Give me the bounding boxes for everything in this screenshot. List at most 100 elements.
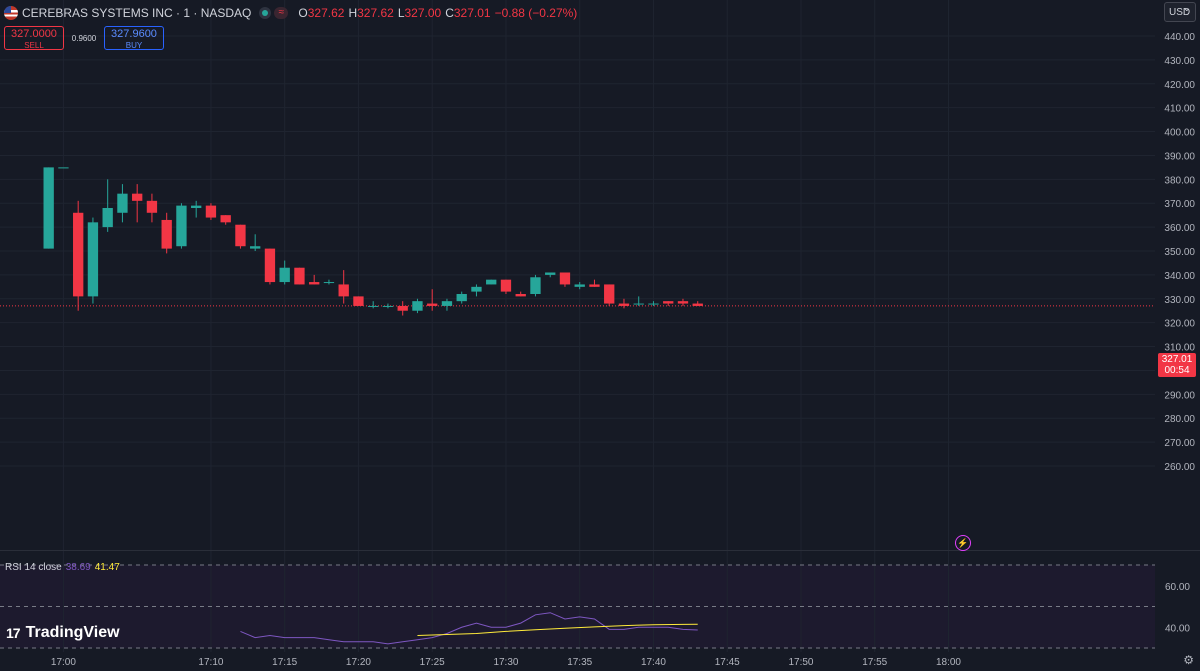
- candle-body: [618, 303, 630, 306]
- market-status-icon[interactable]: [259, 7, 272, 19]
- tradingview-logo-text: TradingView: [25, 624, 120, 641]
- price-tick-label: 390.00: [1164, 151, 1195, 162]
- price-tick-label: 440.00: [1164, 32, 1195, 43]
- candle-body: [663, 301, 674, 304]
- price-tick-label: 280.00: [1164, 414, 1195, 425]
- price-tick-label: 420.00: [1164, 80, 1195, 91]
- low-value: 327.00: [404, 6, 442, 20]
- time-tick-label: 18:00: [936, 657, 961, 668]
- price-tick-label: 310.00: [1164, 343, 1195, 354]
- price-tick-label: 290.00: [1164, 390, 1195, 401]
- candle-body: [633, 303, 644, 305]
- candle-body: [353, 296, 364, 306]
- candle-body: [382, 305, 394, 307]
- candle-body: [205, 205, 217, 218]
- candle-body: [323, 282, 335, 284]
- candle-body: [146, 200, 158, 213]
- open-label: O: [298, 6, 308, 20]
- trade-panel: 327.0000 SELL 0.9600 327.9600 BUY: [4, 26, 164, 50]
- price-tick-label: 350.00: [1164, 247, 1195, 258]
- time-tick-label: 17:55: [862, 657, 887, 668]
- candle-body: [250, 246, 261, 249]
- last-price: 327.01: [1161, 354, 1193, 365]
- candle-body: [456, 294, 467, 302]
- candle-body: [87, 222, 99, 297]
- candle-body: [677, 301, 689, 304]
- price-tick-label: 270.00: [1164, 438, 1195, 449]
- tradingview-logo[interactable]: 17 TradingView: [6, 624, 120, 642]
- candle-body: [368, 305, 379, 307]
- time-tick-label: 17:20: [346, 657, 371, 668]
- rsi-legend[interactable]: RSI 14 close 38.69 41.47: [5, 562, 120, 573]
- candle-body: [264, 248, 276, 283]
- rsi-label: RSI 14 close: [5, 562, 62, 573]
- candle-body: [545, 272, 556, 275]
- candle-body: [692, 303, 703, 306]
- price-tick-label: 380.00: [1164, 175, 1195, 186]
- time-tick-label: 17:00: [51, 657, 76, 668]
- us-flag-icon: [4, 6, 18, 20]
- close-label: C: [445, 6, 454, 20]
- candle-body: [132, 193, 143, 201]
- candle-body: [441, 301, 453, 306]
- candle-body: [73, 212, 84, 297]
- time-tick-label: 17:35: [567, 657, 592, 668]
- rsi-value: 38.69: [65, 562, 91, 573]
- price-tick-label: 370.00: [1164, 199, 1195, 210]
- candle-body: [574, 284, 585, 287]
- candle-body: [604, 284, 615, 304]
- price-tick-label: 410.00: [1164, 104, 1195, 115]
- candle-body: [427, 303, 438, 306]
- lightning-icon[interactable]: ⚡: [955, 535, 971, 551]
- rsi-tick-label: 40.00: [1165, 623, 1190, 634]
- candle-body: [176, 205, 187, 247]
- candle-body: [412, 301, 423, 311]
- time-tick-label: 17:40: [641, 657, 666, 668]
- candle-body: [102, 208, 113, 228]
- candle-body: [559, 272, 571, 285]
- close-value: 327.01: [453, 6, 491, 20]
- candle-body: [43, 167, 54, 249]
- candle-body: [471, 286, 482, 292]
- candle-body: [648, 303, 659, 305]
- buy-button[interactable]: 327.9600 BUY: [104, 26, 164, 50]
- candle-body: [235, 224, 246, 247]
- candle-body: [338, 284, 349, 297]
- symbol-header: CEREBRAS SYSTEMS INC · 1 · NASDAQ ≈ O 327…: [4, 4, 577, 22]
- candle-body: [58, 167, 69, 169]
- approx-badge[interactable]: ≈: [274, 7, 289, 19]
- candle-body: [397, 305, 408, 311]
- sell-button[interactable]: 327.0000 SELL: [4, 26, 64, 50]
- candle-body: [500, 279, 512, 292]
- buy-price: 327.9600: [111, 28, 157, 40]
- tradingview-logo-mark: 17: [6, 625, 21, 641]
- currency-select[interactable]: USD: [1164, 0, 1196, 22]
- time-tick-label: 17:45: [715, 657, 740, 668]
- symbol-title[interactable]: CEREBRAS SYSTEMS INC · 1 · NASDAQ: [22, 6, 252, 20]
- buy-label: BUY: [125, 41, 143, 50]
- candle-body: [294, 267, 305, 285]
- time-tick-label: 17:30: [493, 657, 518, 668]
- rsi-ma-line: [417, 623, 698, 637]
- bar-countdown: 00:54: [1164, 365, 1190, 376]
- change-value: −0.88 (−0.27%): [494, 6, 578, 20]
- candle-body: [220, 215, 231, 223]
- last-price-tag: 327.01 00:54: [1158, 353, 1196, 377]
- price-tick-label: 260.00: [1164, 462, 1195, 473]
- price-tick-label: 340.00: [1164, 271, 1195, 282]
- price-tick-label: 360.00: [1164, 223, 1195, 234]
- candle-body: [589, 284, 600, 287]
- candle-body: [515, 294, 526, 297]
- high-label: H: [348, 6, 358, 20]
- sell-price: 327.0000: [11, 28, 57, 40]
- candle-body: [530, 277, 541, 294]
- candle-body: [486, 279, 497, 285]
- time-tick-label: 17:25: [420, 657, 445, 668]
- time-tick-label: 17:15: [272, 657, 297, 668]
- price-tick-label: 320.00: [1164, 319, 1195, 330]
- gear-icon[interactable]: ⚙: [1183, 653, 1194, 667]
- candle-body: [161, 219, 172, 249]
- rsi-tick-label: 60.00: [1165, 582, 1190, 593]
- price-tick-label: 400.00: [1164, 128, 1195, 139]
